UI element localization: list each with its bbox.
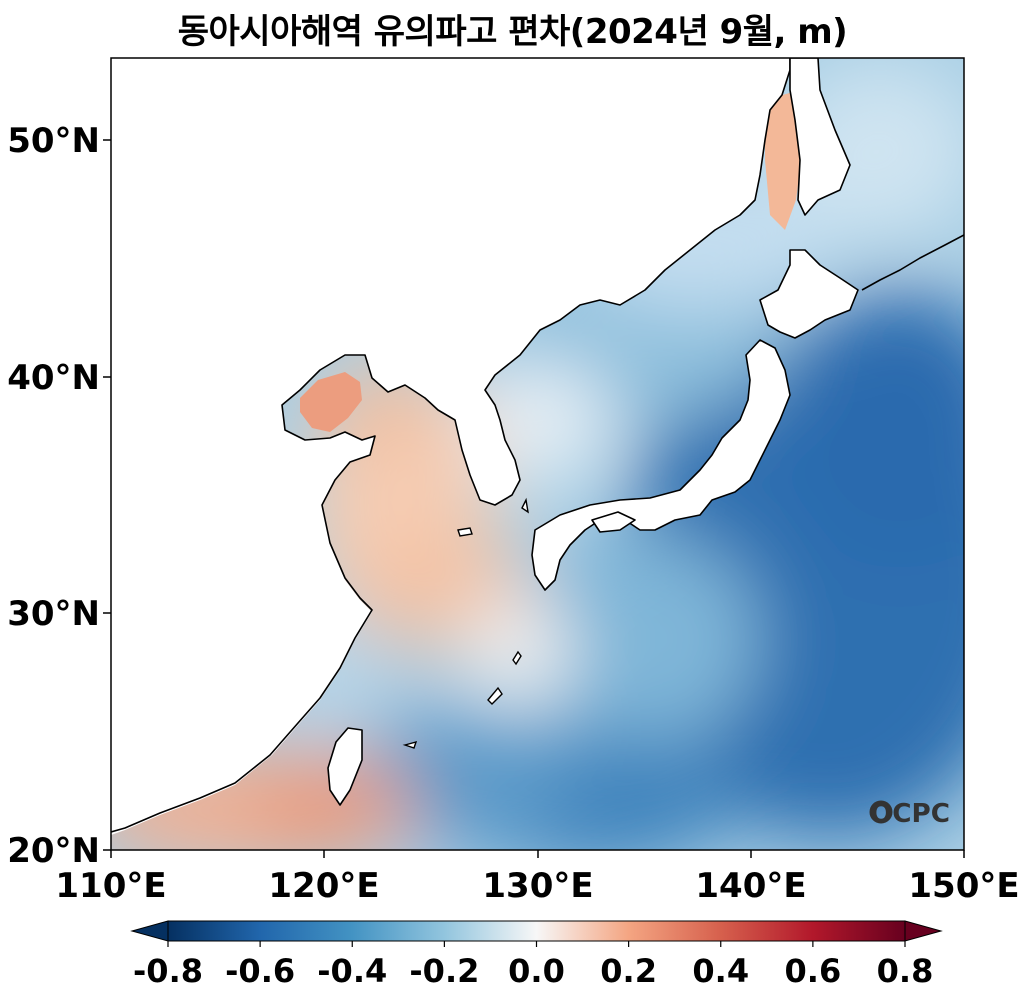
colorbar-extend-low <box>130 920 169 942</box>
taiwan-coast <box>327 727 363 806</box>
ocpc-logo-text: OCPC <box>870 799 950 829</box>
colorbar-tick-label: 0.8 <box>877 952 934 990</box>
japan-main-coast <box>531 339 791 591</box>
y-tick-label: 40°N <box>7 358 100 398</box>
jeju-island <box>457 527 473 537</box>
colorbar: -0.8 -0.6 -0.4 -0.2 0.0 0.2 0.4 0.6 0.8 <box>130 920 943 990</box>
colorbar-tick-label: -0.2 <box>409 952 479 990</box>
ryukyu-island <box>487 686 503 705</box>
y-tick-label: 50°N <box>7 121 100 161</box>
yaeyama-island <box>402 740 418 749</box>
colorbar-tick-label: 0.0 <box>508 952 565 990</box>
x-tick-label: 150°E <box>908 866 1019 906</box>
kuril-coast <box>861 234 964 291</box>
y-tick-label: 30°N <box>7 594 100 634</box>
y-tick-label: 20°N <box>7 831 100 871</box>
x-tick-label: 140°E <box>695 866 806 906</box>
colorbar-tick-label: 0.4 <box>692 952 749 990</box>
ocpc-logo-globe-icon <box>869 800 893 824</box>
sakhalin-coast <box>789 58 851 216</box>
ocpc-logo: OCPC <box>869 799 950 829</box>
hokkaido-coast <box>759 249 859 339</box>
colorbar-tick-label: -0.6 <box>225 952 295 990</box>
shikoku-coast <box>591 511 636 533</box>
colorbar-extend-high <box>904 920 943 942</box>
x-tick-label: 130°E <box>482 866 593 906</box>
china-korea-russia-coastline <box>111 58 791 833</box>
okinawa-island <box>512 650 522 666</box>
tsushima-island <box>521 497 529 514</box>
colorbar-ramp <box>167 920 906 942</box>
colorbar-ticks: -0.8 -0.6 -0.4 -0.2 0.0 0.2 0.4 0.6 0.8 <box>133 941 933 990</box>
colorbar-tick-label: 0.6 <box>785 952 842 990</box>
x-tick-label: 120°E <box>268 866 379 906</box>
colorbar-tick-label: -0.8 <box>133 952 203 990</box>
colorbar-tick-label: -0.4 <box>317 952 387 990</box>
colorbar-tick-label: 0.2 <box>600 952 657 990</box>
axis-ticks <box>103 139 965 858</box>
coastlines <box>111 58 964 833</box>
x-tick-label: 110°E <box>55 866 166 906</box>
map-title: 동아시아해역 유의파고 편차(2024년 9월, m) <box>177 12 848 52</box>
